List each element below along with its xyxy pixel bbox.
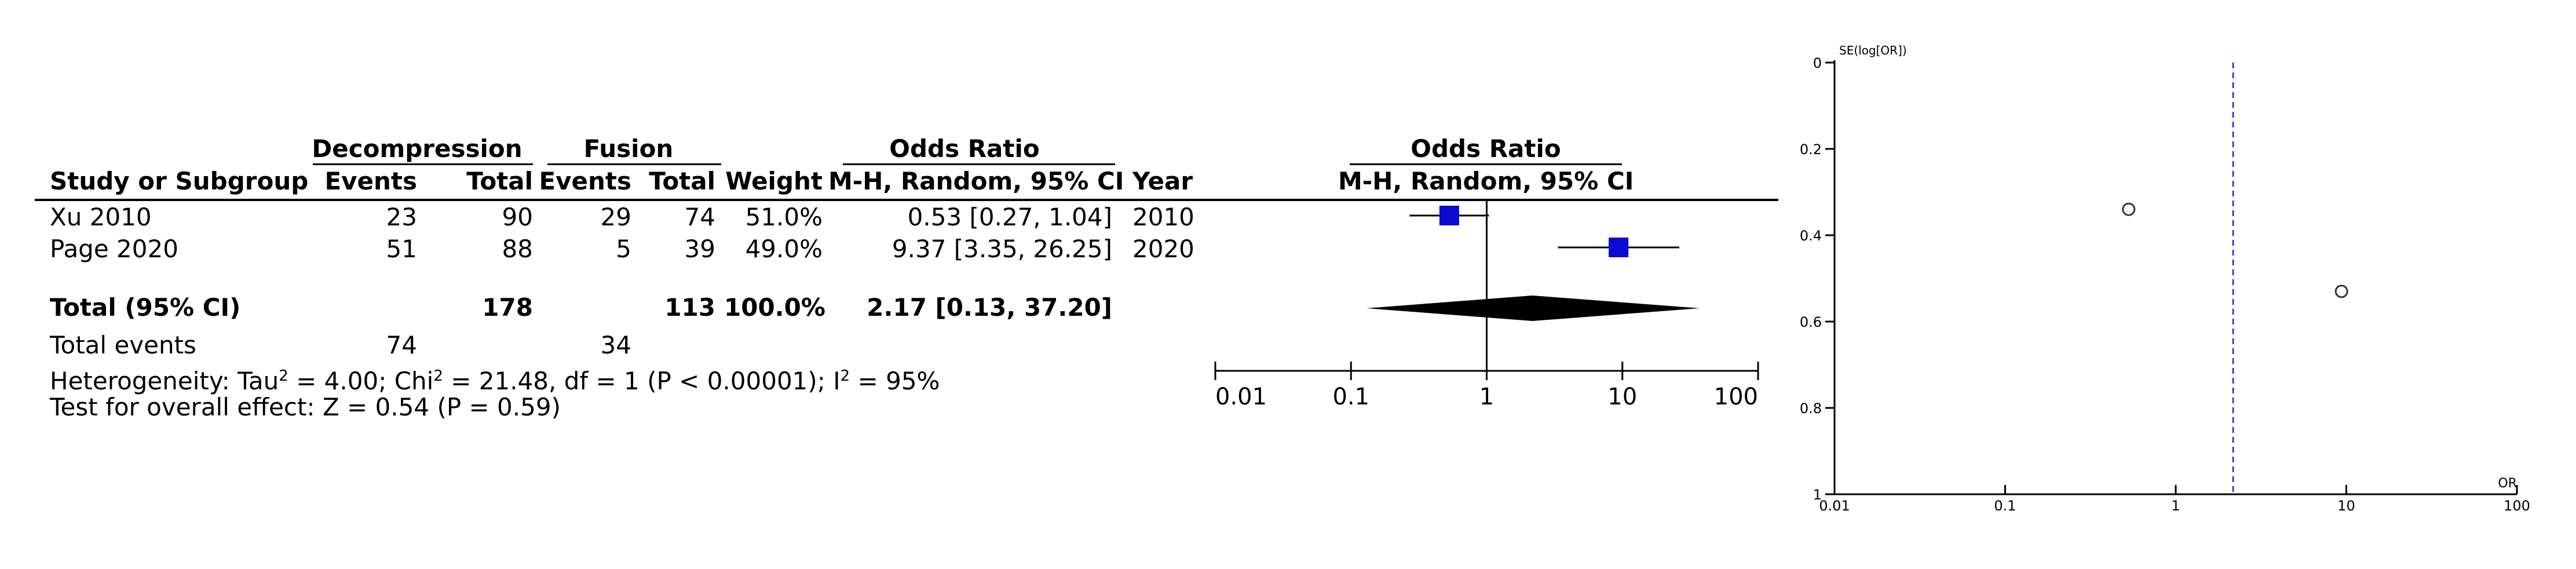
- study-total1: 88: [502, 235, 533, 263]
- total-weight: 100.0%: [724, 293, 825, 322]
- study-events1: 23: [386, 203, 417, 231]
- header-underline-or-left: [843, 163, 1115, 165]
- study-total2: 74: [684, 203, 715, 231]
- overall-effect-text: Test for overall effect: Z = 0.54 (P = 0…: [50, 393, 561, 421]
- col-year: Year: [1132, 167, 1193, 195]
- study-ci: 0.53 [0.27, 1.04]: [907, 203, 1112, 231]
- col-total2: Total: [649, 167, 715, 195]
- study-events2: 29: [600, 203, 631, 231]
- funnel-x-tick-label: 10: [2337, 498, 2355, 514]
- study-marker: [1439, 206, 1459, 225]
- funnel-y-label: SE(log[OR]): [1839, 43, 1907, 57]
- header-underline-experimental: [313, 163, 533, 165]
- col-events2: Events: [539, 167, 631, 195]
- study-marker: [1609, 238, 1629, 257]
- funnel-point: [2122, 202, 2136, 216]
- funnel-y-tick-label: 0: [1813, 55, 1822, 71]
- total-total2: 113: [664, 293, 715, 322]
- total-events2: 34: [600, 331, 631, 359]
- total-total1: 178: [482, 293, 533, 322]
- col-method-right: M-H, Random, 95% CI: [1338, 167, 1634, 195]
- funnel-y-tick-label: 1: [1813, 487, 1822, 503]
- funnel-x-tick-label: 1: [2171, 498, 2180, 514]
- study-events2: 5: [616, 235, 631, 263]
- col-study: Study or Subgroup: [50, 167, 309, 195]
- forest-tick-label: 1: [1479, 384, 1494, 410]
- study-year: 2020: [1132, 235, 1194, 263]
- forest-tick-label: 0.01: [1215, 384, 1267, 410]
- study-weight: 49.0%: [745, 235, 823, 263]
- total-events1: 74: [386, 331, 417, 359]
- col-total1: Total: [466, 167, 533, 195]
- funnel-x-tick-label: 100: [2504, 498, 2530, 514]
- col-method: M-H, Random, 95% CI: [828, 167, 1124, 195]
- funnel-x-label: OR: [2498, 476, 2517, 491]
- header-or-right: Odds Ratio: [1411, 134, 1561, 163]
- col-weight: Weight: [725, 167, 823, 195]
- study-year: 2010: [1132, 203, 1194, 231]
- forest-tick-label: 0.1: [1332, 384, 1369, 410]
- funnel-x-tick-label: 0.01: [1819, 498, 1850, 514]
- header-control: Fusion: [583, 134, 674, 163]
- header-underline-or-right: [1350, 163, 1622, 165]
- funnel-point: [2334, 284, 2348, 298]
- total-events-label: Total events: [50, 331, 196, 359]
- header-underline-control: [547, 163, 721, 165]
- total-label: Total (95% CI): [50, 293, 241, 322]
- funnel-y-tick-label: 0.8: [1800, 400, 1822, 417]
- forest-plot: 0.01 0.1 1 10 100: [1214, 200, 1759, 410]
- study-ci: 9.37 [3.35, 26.25]: [891, 235, 1112, 263]
- funnel-x-tick-label: 0.1: [1994, 498, 2016, 514]
- study-total2: 39: [684, 235, 715, 263]
- study-total1: 90: [502, 203, 533, 231]
- funnel-y-tick-label: 0.2: [1800, 141, 1822, 158]
- forest-tick-label: 10: [1607, 384, 1637, 410]
- forest-table: Decompression Fusion Odds Ratio Odds Rat…: [35, 134, 1778, 421]
- study-name: Xu 2010: [50, 203, 152, 231]
- funnel-y-tick-label: 0.6: [1800, 314, 1822, 330]
- total-ci: 2.17 [0.13, 37.20]: [867, 293, 1112, 322]
- col-events1: Events: [324, 167, 417, 195]
- table-rule: [35, 199, 1778, 201]
- pooled-diamond: [1366, 296, 1700, 321]
- study-events1: 51: [386, 235, 417, 263]
- study-weight: 51.0%: [745, 203, 823, 231]
- forest-tick-label: 100: [1714, 384, 1758, 410]
- funnel-y-tick-label: 0.4: [1800, 228, 1822, 244]
- header-experimental: Decompression: [312, 134, 522, 163]
- study-name: Page 2020: [50, 235, 178, 263]
- header-or-left: Odds Ratio: [889, 134, 1040, 163]
- heterogeneity-text: Heterogeneity: Tau2 = 4.00; Chi2 = 21.48…: [50, 367, 940, 395]
